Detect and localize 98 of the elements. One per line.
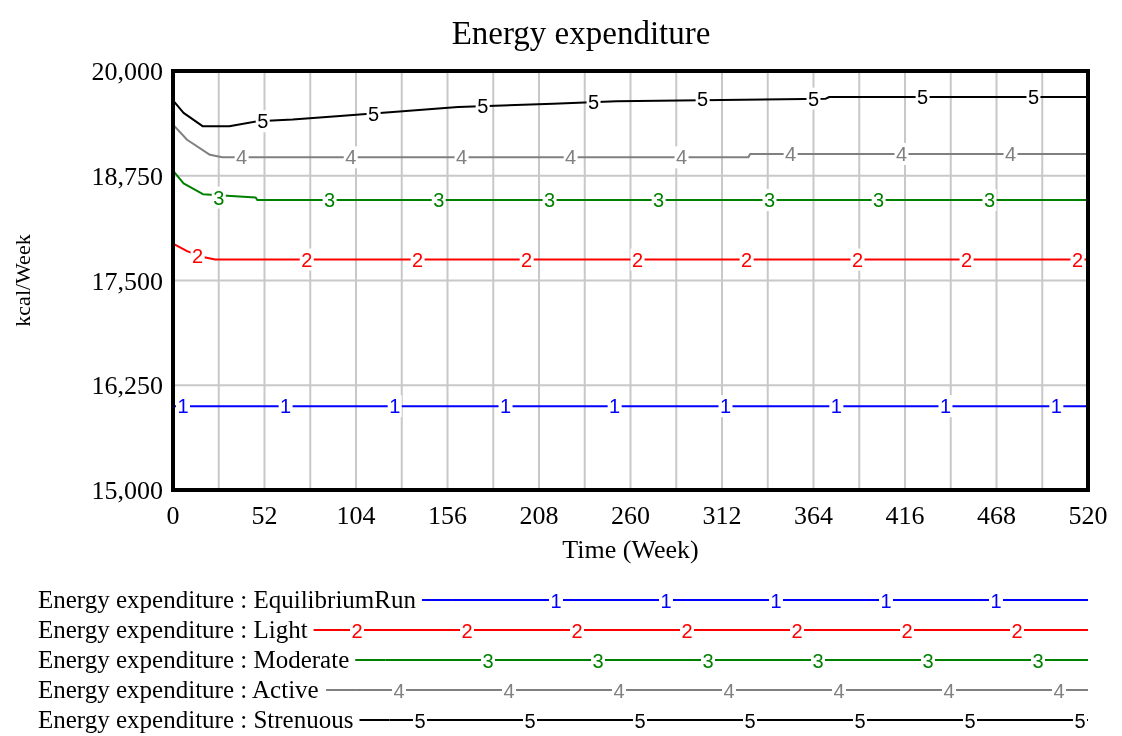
text: 2 bbox=[1011, 620, 1023, 642]
text: 4 bbox=[503, 680, 515, 702]
y-tick-label: 16,250 bbox=[91, 371, 163, 401]
annotation: 3 bbox=[324, 189, 336, 212]
text: 3 bbox=[812, 650, 824, 672]
annotation: 4 bbox=[456, 146, 468, 169]
annotation: 1 bbox=[609, 395, 621, 418]
annotation: 4 bbox=[345, 146, 357, 169]
annotation: 4 bbox=[236, 146, 248, 169]
annotation: 2 bbox=[301, 248, 313, 271]
text: 3 bbox=[702, 650, 714, 672]
text: 5 bbox=[854, 710, 866, 732]
annotation: 4 bbox=[785, 142, 797, 165]
annotation: 5 bbox=[257, 110, 269, 133]
text: 5 bbox=[524, 710, 536, 732]
text: 4 bbox=[393, 680, 405, 702]
annotation: 3 bbox=[983, 189, 996, 212]
text: 1 bbox=[880, 590, 892, 612]
annotation: 1 bbox=[1050, 395, 1062, 418]
text: 2 bbox=[681, 620, 693, 642]
annotation: 1 bbox=[389, 395, 401, 418]
annotation: 4 bbox=[895, 142, 908, 165]
annotation: 4 bbox=[565, 146, 577, 169]
annotation: 1 bbox=[719, 395, 732, 418]
annotation: 2 bbox=[192, 245, 204, 268]
y-tick-label: 20,000 bbox=[91, 57, 163, 86]
annotation: 3 bbox=[544, 189, 556, 212]
text: 4 bbox=[723, 680, 735, 702]
x-tick-label: 364 bbox=[794, 501, 833, 530]
x-tick-label: 156 bbox=[428, 501, 467, 530]
text: 3 bbox=[592, 650, 604, 672]
annotation: 4 bbox=[1005, 142, 1017, 165]
annotation: 3 bbox=[873, 189, 885, 212]
annotation: 2 bbox=[1071, 248, 1083, 271]
x-tick-label: 208 bbox=[519, 501, 559, 530]
y-axis-title: kcal/Week bbox=[10, 234, 35, 327]
text: 2 bbox=[901, 620, 913, 642]
annotation: 2 bbox=[741, 248, 753, 271]
text: 5 bbox=[744, 710, 756, 732]
annotation: 5 bbox=[917, 85, 929, 108]
annotation: 1 bbox=[177, 395, 189, 418]
legend-label: Energy expenditure : Strenuous bbox=[38, 706, 354, 733]
text: 2 bbox=[351, 620, 363, 642]
text: 4 bbox=[943, 680, 955, 702]
annotation: 2 bbox=[521, 248, 533, 271]
text: 3 bbox=[482, 650, 494, 672]
text: 4 bbox=[1053, 680, 1065, 702]
annotation: 5 bbox=[477, 95, 489, 118]
annotation: 4 bbox=[675, 146, 688, 169]
annotation: 2 bbox=[412, 248, 424, 271]
annotation: 5 bbox=[587, 91, 600, 114]
text: 5 bbox=[1074, 710, 1086, 732]
annotation: 1 bbox=[500, 395, 512, 418]
annotation: 3 bbox=[763, 189, 776, 212]
annotation: 2 bbox=[851, 248, 864, 271]
y-tick-label: 15,000 bbox=[91, 476, 163, 505]
x-tick-label: 468 bbox=[977, 501, 1016, 530]
annotation: 2 bbox=[961, 248, 973, 271]
annotation: 1 bbox=[280, 395, 292, 418]
annotation: 5 bbox=[697, 88, 709, 111]
x-tick-label: 104 bbox=[336, 501, 376, 530]
annotation: 3 bbox=[653, 189, 665, 212]
annotation: 3 bbox=[213, 186, 225, 209]
text: 5 bbox=[634, 710, 646, 732]
text: 1 bbox=[550, 590, 562, 612]
x-tick-label: 520 bbox=[1068, 501, 1108, 530]
legend-label: Energy expenditure : Active bbox=[38, 676, 319, 703]
annotation: 5 bbox=[368, 102, 380, 125]
text: 5 bbox=[414, 710, 426, 732]
text: 3 bbox=[922, 650, 934, 672]
x-tick-label: 312 bbox=[702, 501, 742, 530]
annotation: 5 bbox=[1027, 85, 1040, 108]
text: 2 bbox=[461, 620, 473, 642]
text: 1 bbox=[660, 590, 672, 612]
x-tick-label: 52 bbox=[251, 501, 278, 530]
annotation: 1 bbox=[830, 395, 842, 418]
legend-label: Energy expenditure : Light bbox=[38, 616, 308, 643]
text: 2 bbox=[571, 620, 583, 642]
x-tick-label: 0 bbox=[166, 501, 180, 530]
text: 3 bbox=[1032, 650, 1044, 672]
annotation: 5 bbox=[807, 87, 820, 110]
y-tick-label: 17,500 bbox=[91, 266, 163, 296]
text: 4 bbox=[833, 680, 845, 702]
x-tick-label: 260 bbox=[611, 501, 650, 530]
x-axis-title: Time (Week) bbox=[562, 535, 699, 564]
x-tick-label: 416 bbox=[885, 501, 925, 530]
chart-title: Energy expenditure bbox=[451, 15, 711, 51]
legend-label: Energy expenditure : Moderate bbox=[38, 646, 350, 673]
text: 4 bbox=[613, 680, 625, 702]
y-tick-label: 18,750 bbox=[91, 161, 163, 191]
text: 1 bbox=[990, 590, 1002, 612]
text: 5 bbox=[964, 710, 976, 732]
text: 1 bbox=[770, 590, 782, 612]
annotation: 3 bbox=[433, 189, 445, 212]
legend-label: Energy expenditure : EquilibriumRun bbox=[38, 586, 417, 613]
text: 2 bbox=[791, 620, 803, 642]
annotation: 1 bbox=[939, 395, 952, 418]
annotation: 2 bbox=[631, 248, 644, 271]
